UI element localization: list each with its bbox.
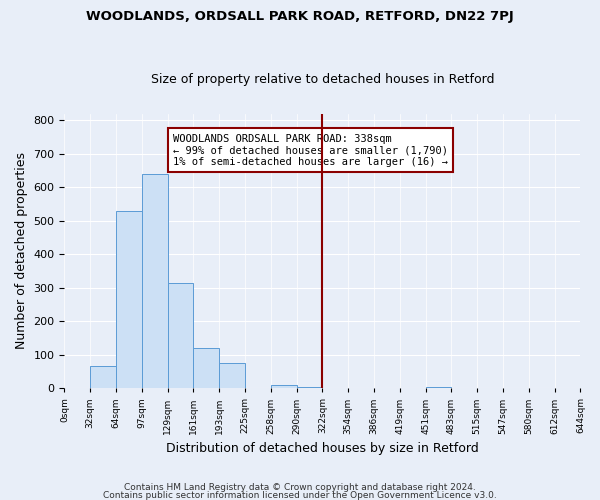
- Text: Contains HM Land Registry data © Crown copyright and database right 2024.: Contains HM Land Registry data © Crown c…: [124, 483, 476, 492]
- Text: WOODLANDS ORDSALL PARK ROAD: 338sqm
← 99% of detached houses are smaller (1,790): WOODLANDS ORDSALL PARK ROAD: 338sqm ← 99…: [173, 134, 448, 167]
- Bar: [425, 386, 451, 388]
- Text: Contains public sector information licensed under the Open Government Licence v3: Contains public sector information licen…: [103, 490, 497, 500]
- Bar: [193, 348, 219, 389]
- Bar: [116, 210, 142, 388]
- X-axis label: Distribution of detached houses by size in Retford: Distribution of detached houses by size …: [166, 442, 479, 455]
- Bar: [167, 282, 193, 389]
- Y-axis label: Number of detached properties: Number of detached properties: [15, 152, 28, 350]
- Bar: [142, 174, 167, 388]
- Bar: [90, 366, 116, 388]
- Title: Size of property relative to detached houses in Retford: Size of property relative to detached ho…: [151, 73, 494, 86]
- Bar: [296, 386, 322, 388]
- Bar: [271, 385, 296, 388]
- Text: WOODLANDS, ORDSALL PARK ROAD, RETFORD, DN22 7PJ: WOODLANDS, ORDSALL PARK ROAD, RETFORD, D…: [86, 10, 514, 23]
- Bar: [219, 363, 245, 388]
